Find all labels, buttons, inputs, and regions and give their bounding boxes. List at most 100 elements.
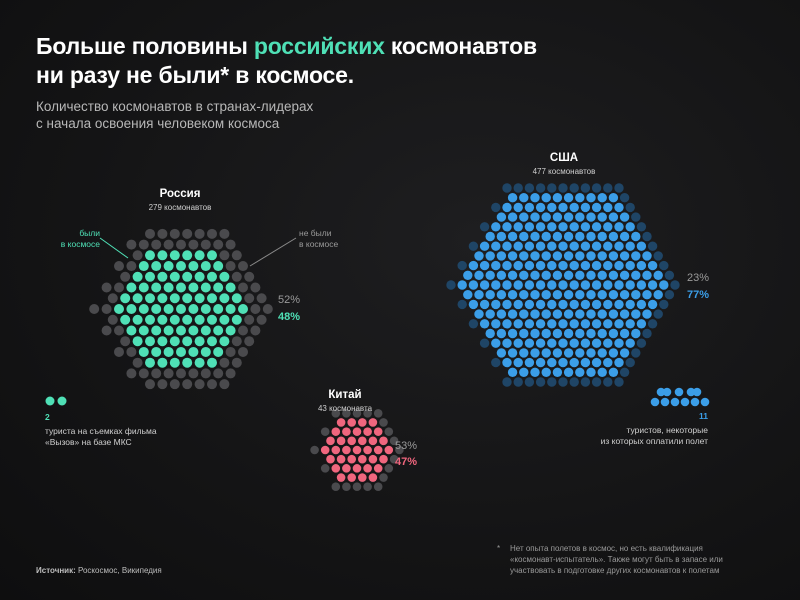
russia-flown-dot bbox=[213, 282, 224, 293]
usa-flown-dot bbox=[502, 260, 512, 271]
russia-tourist-note-1: туриста на съемках фильма bbox=[45, 426, 157, 436]
russia-not-flown-dot bbox=[219, 379, 230, 390]
russia-flown-dot bbox=[151, 282, 162, 293]
russia-flown-dot bbox=[157, 271, 168, 282]
usa-flown-dot bbox=[463, 270, 473, 281]
usa-flown-dot bbox=[659, 280, 669, 290]
usa-flown-dot bbox=[575, 328, 585, 339]
usa-not-flown-dot bbox=[603, 183, 613, 193]
usa-flown-dot bbox=[552, 212, 563, 222]
usa-flown-dot bbox=[513, 241, 523, 251]
russia-flown-dot bbox=[182, 314, 193, 325]
usa-flown-dot bbox=[513, 338, 523, 348]
usa-flown-dot bbox=[591, 222, 602, 232]
usa-tourist-dot bbox=[660, 397, 670, 407]
usa-not-flown-dot bbox=[479, 338, 490, 348]
usa-flown-dot bbox=[519, 328, 529, 339]
russia-flown-dot bbox=[138, 261, 149, 272]
china-flown-dot bbox=[379, 436, 388, 446]
russia-flown-dot bbox=[200, 261, 211, 272]
usa-flown-dot bbox=[541, 231, 551, 242]
russia-flown-dot bbox=[182, 250, 193, 261]
russia-not-flown-dot bbox=[182, 379, 193, 390]
usa-flown-dot bbox=[479, 299, 490, 310]
usa-flown-dot bbox=[619, 212, 630, 222]
usa-flown-dot bbox=[530, 212, 540, 222]
usa-flown-dot bbox=[586, 309, 596, 319]
russia-flown-dot bbox=[169, 314, 180, 325]
russia-flown-dot bbox=[157, 336, 168, 347]
usa-flown-dot bbox=[468, 280, 479, 290]
russia-flown-dot bbox=[169, 293, 180, 304]
russia-flown-dot bbox=[163, 282, 174, 293]
usa-flown-dot bbox=[519, 212, 529, 222]
usa-not-flown-dot bbox=[547, 183, 557, 193]
china-flown-dot bbox=[368, 436, 378, 446]
usa-not-flown-dot bbox=[535, 183, 546, 193]
usa-flown-dot bbox=[535, 280, 546, 290]
usa-flown-dot bbox=[597, 270, 607, 281]
usa-flown-dot bbox=[547, 280, 557, 290]
russia-title: Россия bbox=[159, 188, 201, 200]
usa-flown-dot bbox=[496, 251, 507, 261]
china-flown-dot bbox=[352, 464, 362, 473]
usa-flown-dot bbox=[547, 357, 557, 368]
usa-tourist-dot bbox=[680, 397, 690, 407]
russia-not-flown-pct: 52% bbox=[278, 294, 301, 306]
china-flown-dot bbox=[320, 445, 330, 455]
usa-not-flown-pct: 23% bbox=[687, 272, 710, 284]
usa-not-flown-dot bbox=[446, 280, 456, 290]
russia-flown-dot bbox=[169, 357, 180, 368]
russia-flown-dot bbox=[120, 293, 131, 304]
russia-not-flown-label: не были в космосе bbox=[299, 228, 369, 250]
china-flown-dot bbox=[363, 445, 372, 455]
russia-flown-dot bbox=[151, 304, 162, 314]
russia-not-flown-dot bbox=[132, 357, 143, 368]
china-flown-dot bbox=[347, 436, 357, 446]
usa-tourist-dot bbox=[686, 387, 696, 397]
usa-flown-dot bbox=[631, 289, 641, 300]
usa-flown-dot bbox=[614, 357, 624, 368]
usa-flown-dot bbox=[603, 260, 613, 271]
usa-flown-dot bbox=[614, 202, 624, 213]
usa-flown-dot bbox=[513, 260, 523, 271]
russia-flown-dot bbox=[200, 282, 211, 293]
usa-flown-dot bbox=[608, 328, 619, 339]
usa-flown-dot bbox=[530, 367, 540, 377]
usa-not-flown-dot bbox=[558, 183, 568, 193]
china-flown-dot bbox=[373, 445, 383, 455]
usa-flown-dot bbox=[636, 241, 647, 251]
usa-flown-dot bbox=[513, 280, 523, 290]
russia-not-flown-dot bbox=[176, 239, 186, 250]
usa-flown-dot bbox=[597, 367, 607, 377]
usa-flown-dot bbox=[563, 212, 574, 222]
usa-flown-dot bbox=[474, 289, 484, 300]
usa-not-flown-dot bbox=[631, 348, 641, 358]
russia-flown-dot bbox=[145, 250, 155, 261]
usa-not-flown-dot bbox=[603, 377, 613, 387]
usa-flown-dot bbox=[586, 367, 596, 377]
title-line-2: ни разу не были* в космосе. bbox=[36, 62, 354, 88]
usa-not-flown-dot bbox=[647, 319, 658, 329]
russia-flown-dot bbox=[163, 261, 174, 272]
usa-flown-dot bbox=[591, 338, 602, 348]
russia-flown-dot bbox=[207, 271, 217, 282]
usa-flown-dot bbox=[530, 348, 540, 358]
usa-flown-dot bbox=[535, 299, 546, 310]
russia-flown-dot bbox=[207, 250, 217, 261]
usa-flown-dot bbox=[519, 231, 529, 242]
china-not-flown-dot bbox=[342, 408, 351, 418]
usa-flown-dot bbox=[524, 338, 535, 348]
usa-flown-dot bbox=[569, 357, 579, 368]
usa-not-flown-dot bbox=[513, 377, 523, 387]
russia-not-flown-dot bbox=[169, 379, 180, 390]
usa-flown-dot bbox=[569, 241, 579, 251]
usa-not-flown-dot bbox=[670, 280, 680, 290]
china-not-flown-dot bbox=[373, 408, 383, 418]
russia-flown-dot bbox=[163, 346, 174, 357]
usa-flown-dot bbox=[647, 260, 658, 271]
china-flown-pct: 47% bbox=[395, 456, 418, 468]
usa-flown-dot bbox=[474, 309, 484, 319]
russia-flown-dot bbox=[169, 336, 180, 347]
usa-flown-dot bbox=[491, 260, 501, 271]
